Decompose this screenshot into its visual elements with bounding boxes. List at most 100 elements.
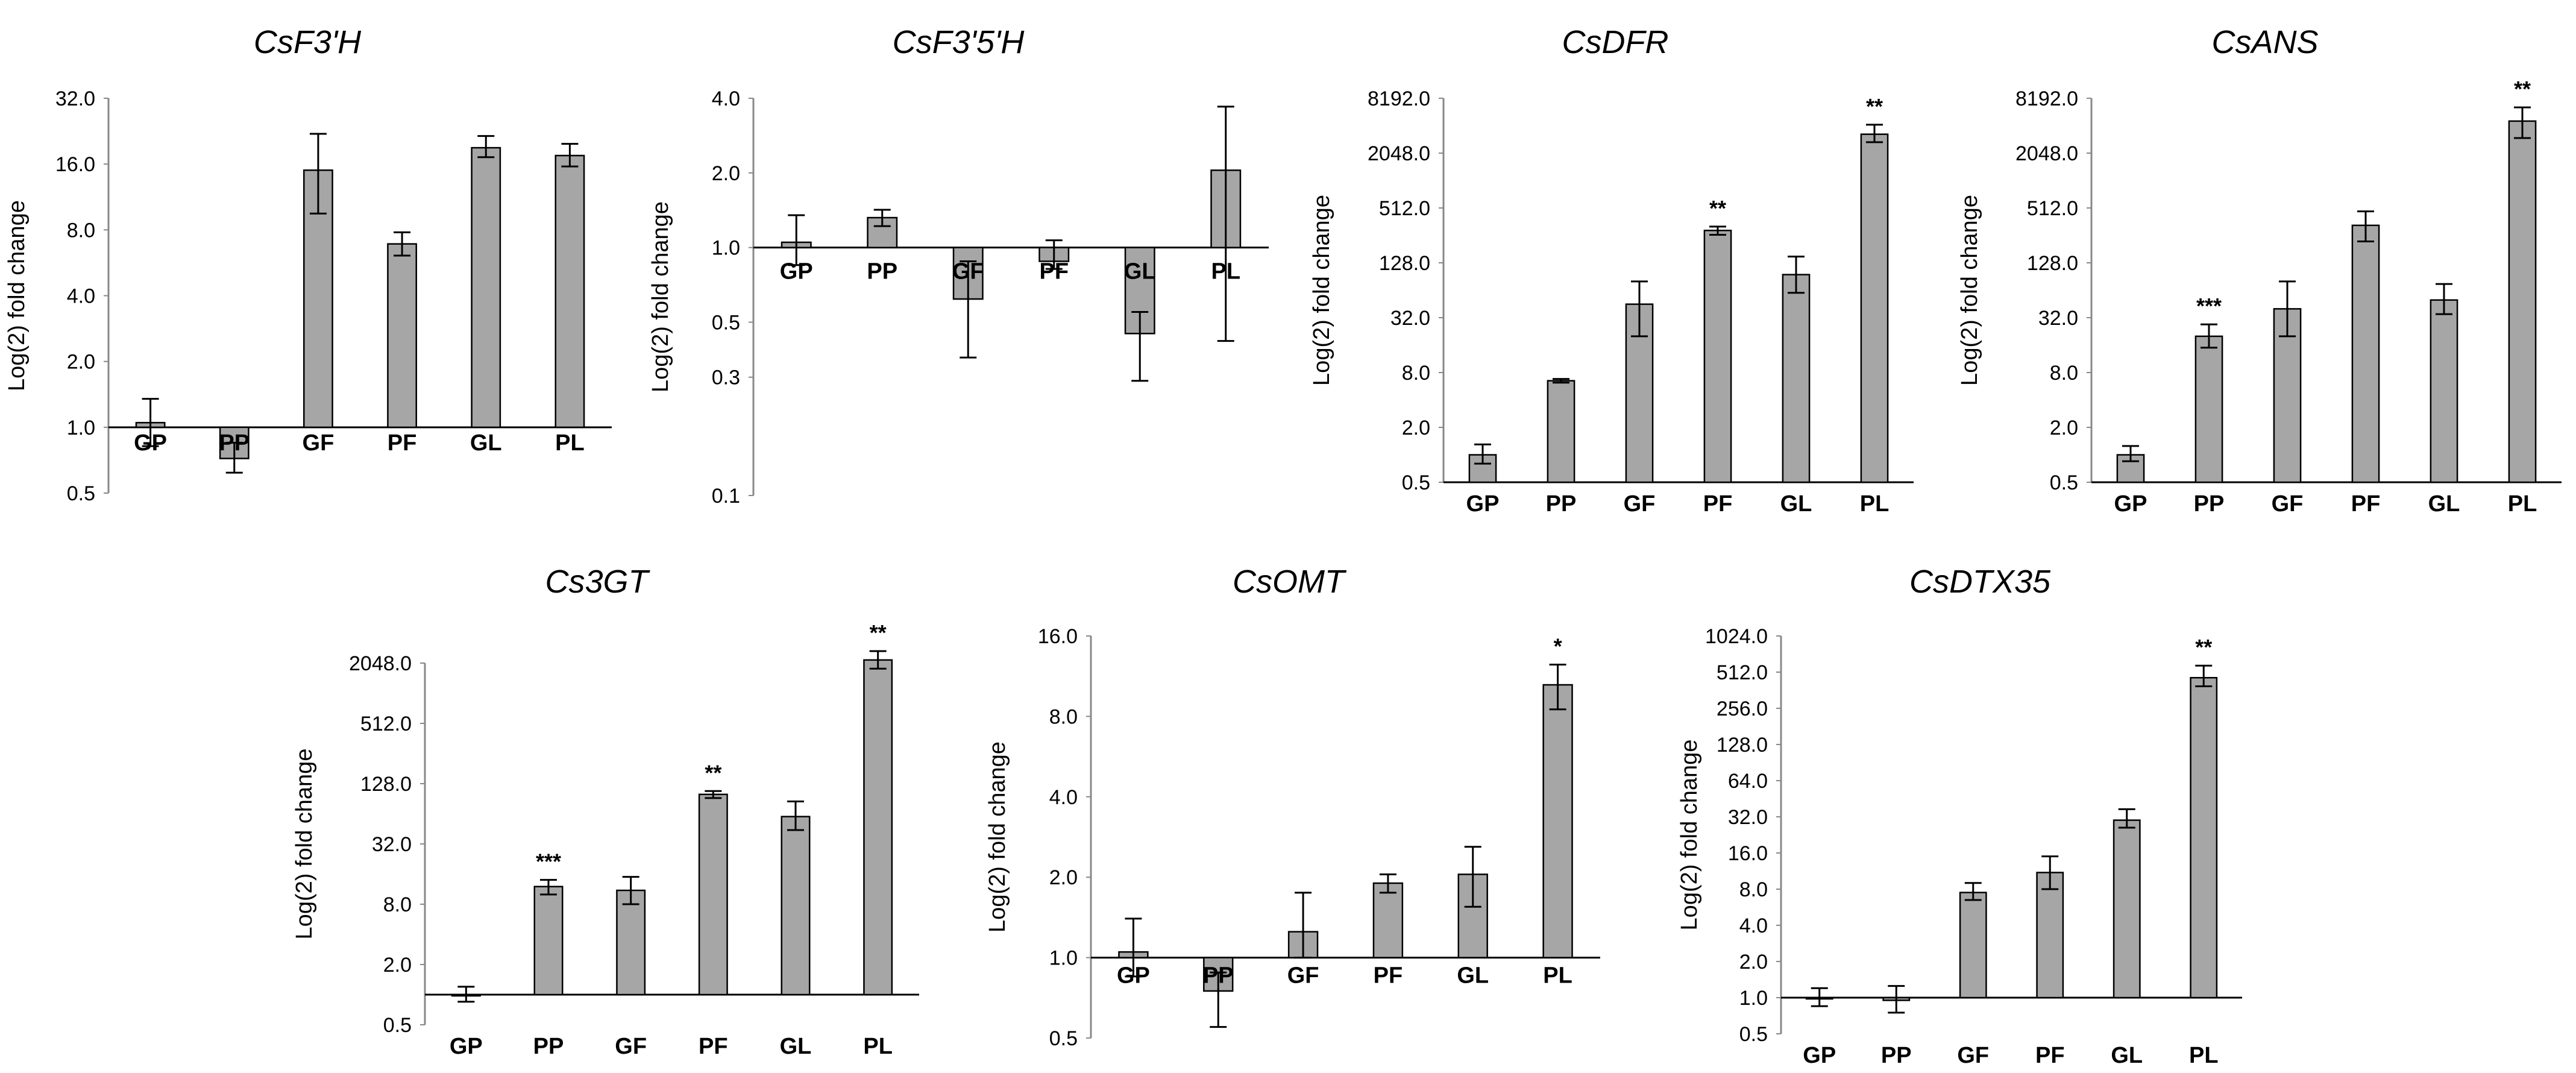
significance-label: ** [1866,94,1883,119]
y-tick-label: 1.0 [67,417,95,439]
y-tick-label: 8.0 [1402,362,1430,385]
significance-label: ** [705,760,721,785]
category-label: GP [450,1034,483,1059]
y-axis-label: Log(2) fold change [648,201,673,392]
bar [1959,892,1987,999]
chart-title: CsDTX35 [1909,564,2051,600]
y-tick-label: 8.0 [67,219,95,242]
category-label: GL [470,430,502,456]
category-label: PL [555,430,585,456]
chart-panel: CsANS Log(2) fold change 0.5 2.0 8.0 32.0 128.… [1957,24,2562,517]
bar [471,146,501,429]
chart-title: CsF3'5'H [893,24,1025,60]
y-tick-label: 2048.0 [1368,142,1430,165]
category-label: PP [2194,491,2225,517]
category-label: PP [219,430,250,456]
category-label: PP [533,1034,564,1059]
y-tick-label: 0.5 [2050,471,2078,494]
category-label: GP [780,259,813,285]
category-label: PP [1203,963,1234,989]
bar [1542,684,1573,958]
y-tick-label: 2.0 [712,162,740,185]
y-tick-label: 1.0 [712,237,740,260]
y-tick-label: 32.0 [1390,307,1430,330]
category-label: GP [2114,491,2147,517]
bar [1372,882,1404,958]
y-tick-label: 128.0 [1379,252,1430,275]
y-tick-label: 256.0 [1717,697,1768,720]
y-tick-label: 4.0 [1049,786,1078,809]
y-tick-label: 0.1 [712,485,740,508]
category-label: GP [1117,963,1150,989]
y-tick-label: 0.5 [1739,1023,1768,1046]
y-tick-label: 32.0 [2038,307,2078,330]
y-tick-label: 4.0 [67,285,95,308]
y-tick-label: 128.0 [2027,252,2078,275]
category-label: PF [2351,491,2381,517]
y-tick-label: 16.0 [55,153,95,176]
y-tick-label: 1.0 [1049,947,1078,970]
bar [2430,299,2458,483]
category-label: PL [2189,1043,2219,1068]
chart-title: CsDFR [1562,24,1669,60]
y-tick-label: 128.0 [1717,734,1768,757]
bar [554,154,585,429]
y-tick-label: 2.0 [383,954,412,977]
category-label: GL [2111,1043,2143,1068]
y-tick-label: 0.3 [712,367,740,389]
y-tick-label: 2048.0 [349,652,412,675]
bar [1782,274,1811,483]
bar [2194,335,2223,483]
y-tick-label: 0.5 [1402,471,1430,494]
y-tick-label: 2.0 [67,351,95,374]
y-tick-label: 1.0 [1739,987,1768,1010]
y-tick-label: 4.0 [1739,914,1768,937]
category-label: PP [867,259,897,285]
y-tick-label: 8192.0 [1368,87,1430,110]
category-label: PF [1703,491,1733,517]
category-label: PF [388,430,417,456]
bar [1703,230,1732,483]
chart-panel: CsDFR Log(2) fold change 0.5 2.0 8.0 32.0 128.… [1309,24,1914,517]
category-label: GF [303,430,335,456]
category-label: PF [1039,259,1069,285]
significance-label: *** [2196,294,2222,318]
bar [2036,872,2064,999]
category-label: PF [699,1034,728,1059]
category-label: PL [1860,491,1890,517]
significance-label: *** [536,849,561,874]
y-tick-label: 0.5 [712,311,740,334]
chart-panel: CsDTX35 Log(2) fold change 0.5 1.0 2.0 4.0 8.0… [1677,564,2242,1068]
y-tick-label: 64.0 [1728,770,1768,793]
category-label: GL [780,1034,812,1059]
y-tick-label: 8.0 [383,893,412,916]
category-label: PF [2035,1043,2065,1068]
y-tick-label: 0.5 [383,1014,412,1037]
category-label: GP [1466,491,1500,517]
bar [2351,224,2380,483]
y-tick-label: 512.0 [1717,661,1768,684]
bar [698,793,728,996]
category-label: GF [1287,963,1319,989]
bar [616,889,646,996]
y-tick-label: 8192.0 [2015,87,2078,110]
y-axis-label: Log(2) fold change [1309,195,1334,386]
y-tick-label: 128.0 [360,773,412,796]
category-label: GL [1124,259,1156,285]
y-tick-label: 1024.0 [1705,625,1768,648]
chart-title: CsF3'H [254,24,362,60]
bar [1547,380,1575,483]
y-tick-label: 16.0 [1728,842,1768,865]
significance-label: * [1554,634,1562,659]
significance-label: ** [1709,196,1726,221]
category-label: GF [1624,491,1656,517]
category-label: PP [1546,491,1577,517]
y-axis-label: Log(2) fold change [4,200,30,391]
chart-panel: CsOMT Log(2) fold change 0.5 1.0 2.0 4.0 8.0 16… [985,564,1600,1050]
y-tick-label: 2.0 [1049,866,1078,889]
y-tick-label: 8.0 [1739,878,1768,901]
significance-label: ** [870,620,887,645]
chart-title: CsOMT [1233,564,1347,600]
y-tick-label: 0.5 [1049,1027,1078,1050]
y-tick-label: 32.0 [372,833,412,856]
